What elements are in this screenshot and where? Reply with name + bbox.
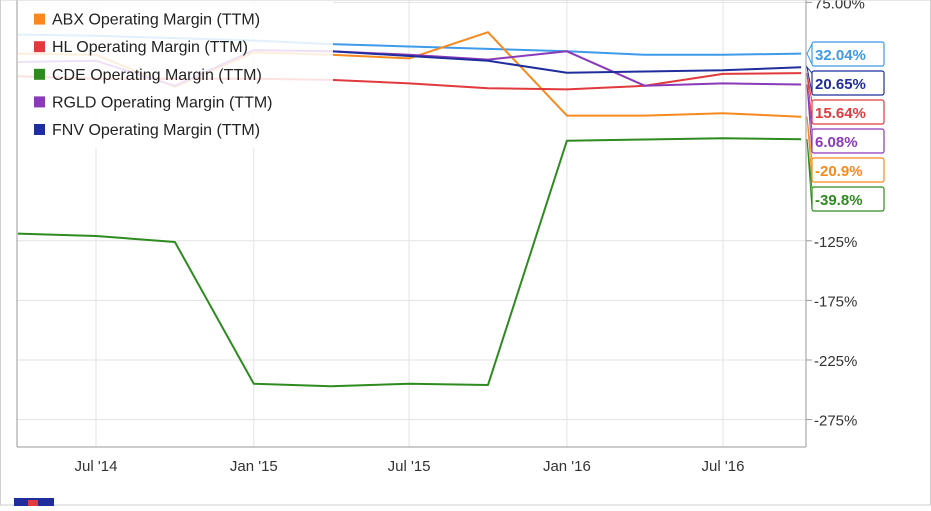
legend-swatch xyxy=(34,68,45,80)
legend-swatch xyxy=(34,124,45,135)
y-tick-label: -225% xyxy=(814,353,857,370)
end-value-label: 6.08% xyxy=(815,134,858,151)
end-value-labels: 32.04% 20.65% 15.64% 6.08% -20.9% -39.8% xyxy=(806,41,885,212)
legend-swatch xyxy=(34,13,45,25)
legend-label: ABX Operating Margin (TTM) xyxy=(52,12,260,29)
end-value-label: 15.64% xyxy=(815,105,866,122)
x-tick-label: Jan '15 xyxy=(230,458,278,475)
grid-lines xyxy=(17,0,806,447)
end-label-box xyxy=(811,41,885,67)
x-tick-label: Jan '16 xyxy=(543,458,591,475)
legend-label: CDE Operating Margin (TTM) xyxy=(52,67,262,84)
legend: GG Operating Margin (TTM)ABX Operating M… xyxy=(17,0,333,148)
end-label-pointer xyxy=(806,43,813,65)
x-tick-label: Jul '15 xyxy=(388,458,431,475)
end-label-box xyxy=(811,186,885,212)
ycharts-logo-icon xyxy=(14,498,54,506)
y-tick-label: -125% xyxy=(814,234,857,251)
y-tick-label: -175% xyxy=(814,293,857,310)
end-label-box xyxy=(811,70,885,96)
y-tick-label: 75.00% xyxy=(814,0,865,12)
end-value-label: -20.9% xyxy=(815,163,863,180)
end-label-box xyxy=(811,157,885,183)
legend-swatch xyxy=(34,41,45,53)
x-tick-label: Jul '16 xyxy=(702,458,745,475)
legend-swatch xyxy=(34,96,45,108)
end-value-label: 20.65% xyxy=(815,76,866,93)
y-tick-label: -275% xyxy=(814,413,857,430)
legend-label: FNV Operating Margin (TTM) xyxy=(52,122,260,139)
legend-label: RGLD Operating Margin (TTM) xyxy=(52,94,273,111)
series-line xyxy=(330,50,802,74)
end-label-box xyxy=(811,128,885,154)
legend-label: HL Operating Margin (TTM) xyxy=(52,39,248,56)
series-line xyxy=(17,137,802,388)
x-tick-label: Jul '14 xyxy=(75,458,118,475)
end-value-label: -39.8% xyxy=(815,192,863,209)
end-label-box xyxy=(811,99,885,125)
end-value-label: 32.04% xyxy=(815,47,866,64)
legend-box xyxy=(17,0,333,148)
